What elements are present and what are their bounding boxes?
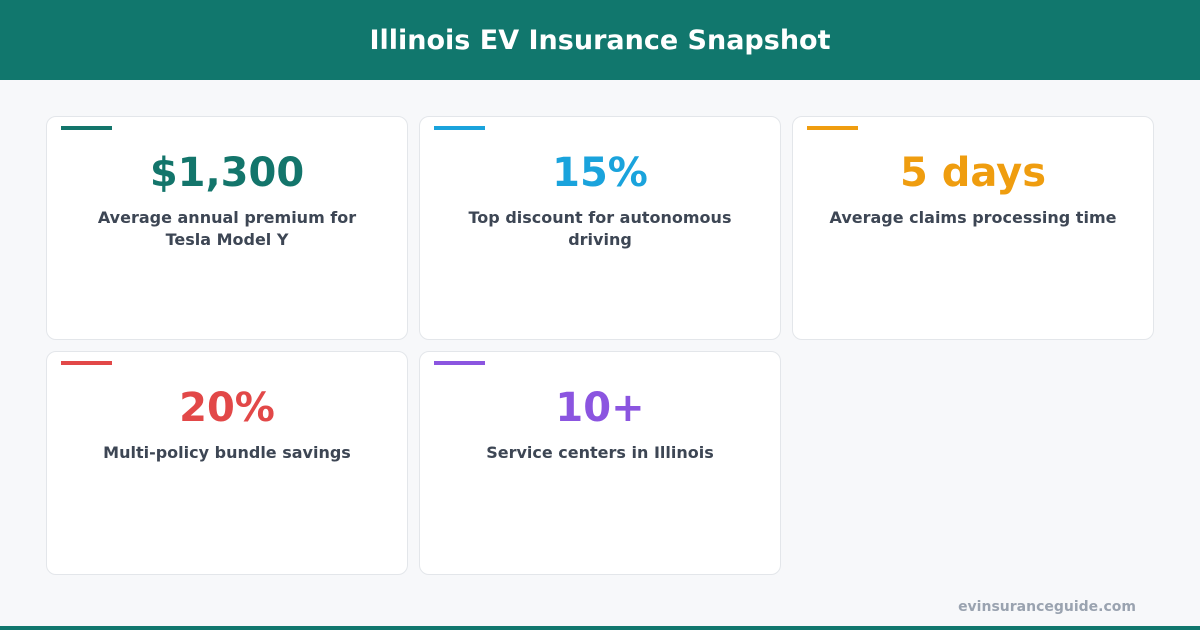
stat-card: 15% Top discount for autonomous driving bbox=[419, 116, 781, 340]
stat-label: Multi-policy bundle savings bbox=[103, 443, 351, 462]
stat-label: Service centers in Illinois bbox=[486, 443, 714, 462]
stat-card: 5 days Average claims processing time bbox=[792, 116, 1154, 340]
stat-label: Average annual premium for Tesla Model Y bbox=[97, 208, 357, 249]
card-accent bbox=[434, 361, 485, 365]
stat-card: $1,300 Average annual premium for Tesla M… bbox=[46, 116, 408, 340]
bottom-bar bbox=[0, 626, 1200, 630]
stat-value: 5 days bbox=[899, 150, 1047, 196]
stat-card: 10+ Service centers in Illinois bbox=[419, 351, 781, 575]
stat-value: 10+ bbox=[555, 385, 645, 431]
stat-value: $1,300 bbox=[149, 150, 305, 196]
stat-value: 20% bbox=[179, 385, 275, 431]
card-accent bbox=[807, 126, 858, 130]
header-title: Illinois EV Insurance Snapshot bbox=[0, 0, 1200, 80]
card-accent bbox=[434, 126, 485, 130]
card-accent bbox=[61, 126, 112, 130]
stat-card: 20% Multi-policy bundle savings bbox=[46, 351, 408, 575]
footer-source: evinsuranceguide.com bbox=[958, 599, 1136, 615]
card-accent bbox=[61, 361, 112, 365]
card-grid: $1,300 Average annual premium for Tesla M… bbox=[46, 116, 1154, 575]
stat-value: 15% bbox=[552, 150, 648, 196]
stat-label: Average claims processing time bbox=[829, 208, 1117, 227]
stat-label: Top discount for autonomous driving bbox=[468, 208, 732, 249]
